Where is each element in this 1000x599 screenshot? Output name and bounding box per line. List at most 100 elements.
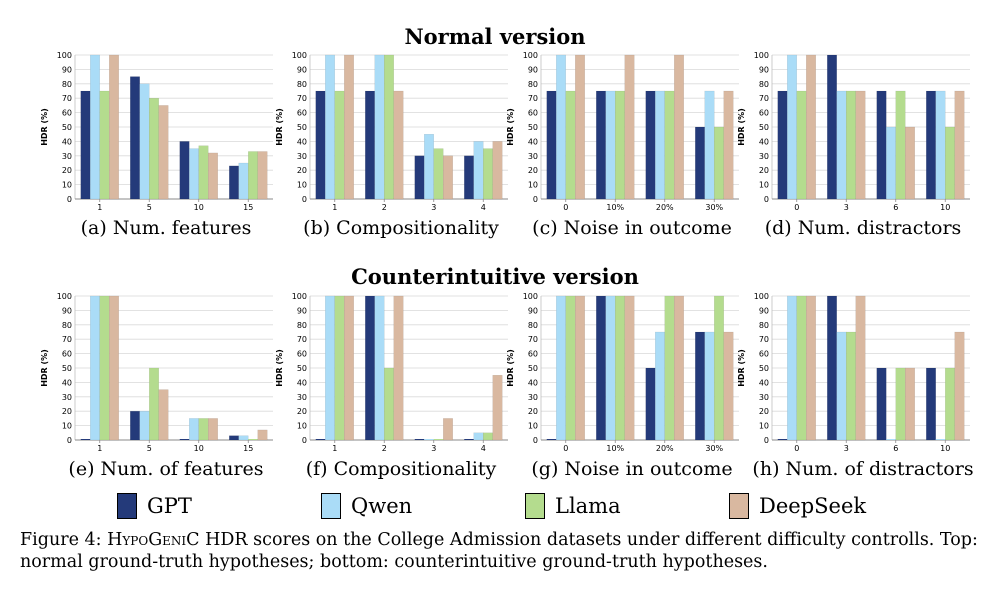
bar-gpt-h-1 [827, 295, 837, 441]
bar-deepseek-f-1 [393, 295, 404, 441]
x-tick-label: 1 [97, 203, 102, 212]
y-tick-label: 0 [533, 436, 538, 445]
bar-deepseek-d-1 [855, 90, 866, 200]
x-tick-label: 3 [431, 203, 436, 212]
caption-prefix: Figure 4: [20, 530, 108, 550]
x-tick-label: 15 [243, 203, 253, 212]
bar-gpt-b-2 [414, 155, 425, 200]
y-tick-label: 10 [759, 422, 769, 431]
y-tick-label: 10 [759, 181, 769, 190]
bar-llama-a-1 [149, 97, 159, 200]
bar-llama-b-1 [384, 54, 394, 200]
bar-deepseek-b-0 [344, 54, 354, 200]
bar-qwen-h-1 [836, 331, 847, 441]
bar-deepseek-g-2 [674, 295, 684, 441]
y-tick-label: 40 [759, 378, 769, 387]
y-tick-label: 90 [62, 65, 72, 74]
y-tick-label: 100 [754, 292, 769, 301]
bar-llama-d-3 [945, 126, 955, 200]
y-tick-label: 90 [528, 306, 538, 315]
x-tick-label: 30% [705, 203, 723, 212]
chart-panel-b: 0 10 20 30 40 50 60 70 80 90 100 HDR (%) 1 2 3 4 (b) Com… [275, 51, 508, 239]
bar-qwen-a-3 [238, 162, 249, 200]
bar-gpt-c-3 [695, 126, 705, 200]
bar-gpt-d-0 [777, 90, 788, 200]
y-tick-label: 0 [67, 195, 72, 204]
bar-llama-e-3 [248, 439, 258, 440]
y-tick-label: 90 [62, 306, 72, 315]
x-tick-label: 10% [606, 203, 624, 212]
y-tick-label: 100 [754, 51, 769, 60]
bar-llama-d-0 [796, 90, 807, 200]
y-tick-label: 70 [759, 335, 769, 344]
y-tick-label: 80 [759, 321, 769, 330]
y-tick-label: 50 [528, 123, 538, 132]
y-tick-label: 50 [528, 364, 538, 373]
bar-deepseek-e-0 [109, 295, 119, 441]
y-tick-label: 50 [759, 123, 769, 132]
x-tick-label: 3 [844, 444, 849, 453]
y-axis-label: HDR (%) [40, 349, 49, 387]
bar-llama-h-3 [945, 367, 955, 441]
bar-qwen-b-3 [473, 141, 484, 200]
bar-qwen-d-3 [935, 90, 946, 200]
bar-gpt-b-0 [315, 90, 326, 200]
y-tick-label: 20 [528, 166, 538, 175]
caption-text: HDR scores on the College Admission data… [20, 530, 978, 572]
panel-caption-a: (a) Num. features [81, 217, 252, 239]
chart-panel-d: 0 10 20 30 40 50 60 70 80 90 100 HDR (%) 0 3 6 10 (d) Nu… [737, 51, 970, 239]
chart-panel-c: 0 10 20 30 40 50 60 70 80 90 100 HDR (%) 0 10% 20% 30% (… [506, 51, 739, 239]
bar-deepseek-b-2 [443, 155, 453, 200]
y-tick-label: 100 [292, 51, 307, 60]
bar-deepseek-g-3 [723, 331, 734, 441]
bar-gpt-g-3 [695, 331, 705, 441]
bar-deepseek-h-0 [806, 295, 816, 441]
y-tick-label: 10 [528, 181, 538, 190]
bar-llama-g-0 [565, 295, 576, 441]
bar-deepseek-b-3 [492, 141, 503, 200]
y-tick-label: 80 [759, 80, 769, 89]
bar-qwen-e-2 [189, 418, 199, 441]
y-tick-label: 20 [62, 166, 72, 175]
bar-gpt-e-3 [229, 435, 239, 441]
y-tick-label: 20 [528, 407, 538, 416]
bar-gpt-c-1 [596, 90, 606, 200]
bar-gpt-b-3 [464, 155, 474, 200]
y-tick-label: 80 [528, 321, 538, 330]
bar-qwen-d-1 [836, 90, 847, 200]
y-tick-label: 70 [759, 94, 769, 103]
y-tick-label: 40 [297, 378, 307, 387]
bar-qwen-h-3 [935, 439, 946, 440]
bar-llama-c-3 [714, 126, 724, 200]
y-tick-label: 0 [764, 436, 769, 445]
y-tick-label: 40 [759, 137, 769, 146]
x-tick-label: 20% [656, 203, 674, 212]
legend-item-llama: Llama [525, 489, 621, 523]
x-tick-label: 10% [606, 444, 624, 453]
legend-label-llama: Llama [555, 494, 621, 518]
y-tick-label: 10 [297, 181, 307, 190]
bar-deepseek-g-0 [575, 295, 585, 441]
y-tick-label: 70 [297, 94, 307, 103]
y-tick-label: 50 [62, 123, 72, 132]
y-tick-label: 100 [57, 51, 72, 60]
y-tick-label: 60 [759, 350, 769, 359]
bar-deepseek-a-0 [109, 54, 119, 200]
x-tick-label: 15 [243, 444, 253, 453]
bar-qwen-a-2 [189, 148, 199, 200]
y-tick-label: 90 [759, 306, 769, 315]
bar-llama-d-2 [895, 90, 906, 200]
y-tick-label: 100 [523, 292, 538, 301]
bar-gpt-e-1 [130, 411, 140, 441]
bar-gpt-g-2 [645, 367, 656, 441]
chart-panel-f: 0 10 20 30 40 50 60 70 80 90 100 HDR (%) 1 2 3 4 (f) Com… [275, 292, 508, 480]
bar-qwen-h-2 [886, 439, 896, 440]
bar-llama-f-1 [384, 367, 394, 441]
panel-caption-h: (h) Num. of distractors [752, 458, 973, 480]
y-axis-label: HDR (%) [737, 108, 746, 146]
bar-deepseek-c-2 [674, 54, 684, 200]
bar-llama-g-2 [664, 295, 675, 441]
bar-llama-e-1 [149, 367, 159, 441]
